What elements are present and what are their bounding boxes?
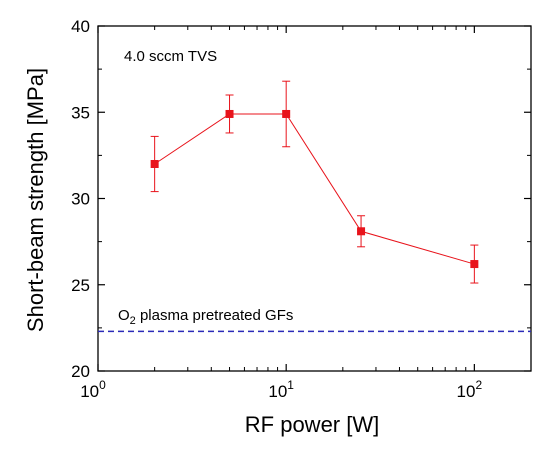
tick-labels: 20 25 30 35 40 100 101 102 <box>71 17 482 401</box>
data-point <box>225 109 234 118</box>
reference-label-sub: 2 <box>130 315 136 327</box>
y-tick-label: 20 <box>71 362 90 381</box>
y-axis-title: Short-beam strength [MPa] <box>23 68 48 332</box>
x-tick-label: 102 <box>457 378 483 401</box>
data-point <box>150 160 159 168</box>
y-tick-label: 40 <box>71 17 90 36</box>
y-tick-label: 25 <box>71 276 90 295</box>
data-point <box>470 260 479 269</box>
reference-line-label: O2 plasma pretreated GFs <box>118 307 293 327</box>
x-tick-label: 101 <box>268 378 294 401</box>
y-tick-label: 35 <box>71 103 90 122</box>
reference-label-main: O <box>118 307 130 324</box>
y-tick-label: 30 <box>71 190 90 209</box>
data-point <box>357 227 366 236</box>
x-axis-title: RF power [W] <box>245 412 379 437</box>
x-tick-label: 100 <box>80 378 106 401</box>
data-point <box>282 109 291 118</box>
series-group <box>150 80 479 284</box>
axis-ticks <box>97 25 532 372</box>
annotation-text: 4.0 sccm TVS <box>124 48 217 65</box>
reference-label-rest: plasma pretreated GFs <box>136 307 294 324</box>
series-line <box>154 113 475 265</box>
